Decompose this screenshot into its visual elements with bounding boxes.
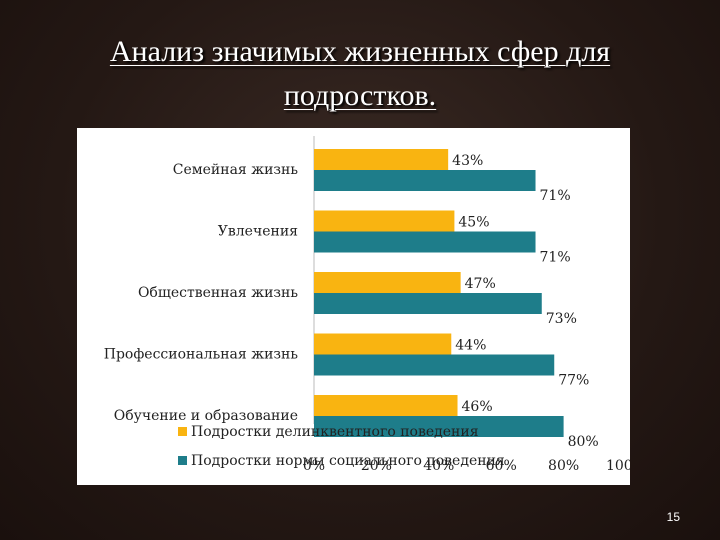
bar <box>314 354 555 376</box>
page-number: 15 <box>666 510 680 524</box>
data-label: 43% <box>452 153 483 169</box>
bar <box>314 170 536 191</box>
x-tick-label: 0% <box>303 458 325 474</box>
data-label: 47% <box>465 276 496 292</box>
bar-chart: Семейная жизнь 43% 71% Увлечения 45% 71% Общес… <box>104 136 630 474</box>
data-label: 80% <box>568 434 599 450</box>
x-tick-label: 20% <box>361 458 392 474</box>
data-label: 46% <box>462 399 493 415</box>
data-label: 44% <box>455 338 486 354</box>
legend-swatch <box>178 427 187 436</box>
data-label: 73% <box>546 311 577 327</box>
bar <box>314 395 458 416</box>
slide-title: Анализ значимых жизненных сфер для подро… <box>109 35 611 112</box>
category-label: Увлечения <box>218 224 298 240</box>
bar <box>314 272 461 293</box>
bar <box>314 416 564 437</box>
x-tick-label: 40% <box>423 458 454 474</box>
bar <box>314 333 452 355</box>
legend-label: Подростки делинквентного поведения <box>191 424 479 440</box>
x-tick-label: 80% <box>548 458 579 474</box>
data-label: 71% <box>540 188 571 204</box>
category-label: Обучение и образование <box>114 408 298 424</box>
bar <box>314 210 455 232</box>
data-label: 45% <box>458 215 489 231</box>
x-tick-label: 60% <box>486 458 517 474</box>
data-label: 77% <box>558 373 589 389</box>
category-label: Профессиональная жизнь <box>104 347 299 363</box>
data-label: 71% <box>540 250 571 266</box>
bar <box>314 231 536 253</box>
chart-area: Семейная жизнь 43% 71% Увлечения 45% 71% Общес… <box>77 128 630 485</box>
legend-label: Подростки нормы социального поведения <box>191 453 505 469</box>
x-tick-label: 100% <box>606 458 630 474</box>
legend-swatch <box>178 456 187 465</box>
bar <box>314 149 449 170</box>
bar <box>314 293 542 314</box>
category-label: Общественная жизнь <box>138 285 298 301</box>
category-label: Семейная жизнь <box>173 162 299 178</box>
